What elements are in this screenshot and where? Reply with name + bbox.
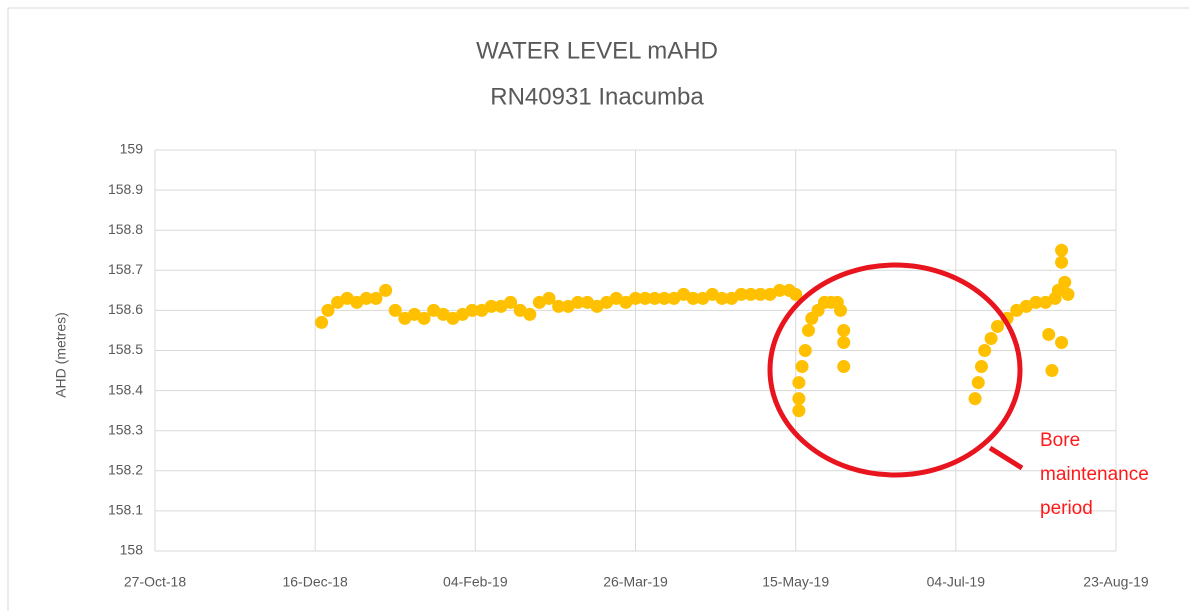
point (379, 283, 393, 297)
point (315, 315, 329, 329)
point (369, 291, 383, 305)
point (753, 287, 767, 301)
annotation-text: Bore maintenance period (1040, 430, 1149, 519)
point (542, 291, 556, 305)
x-tick-label: 04-Feb-19 (443, 574, 508, 590)
x-tick-label: 23-Aug-19 (1083, 574, 1149, 590)
point (744, 287, 758, 301)
point (1042, 327, 1056, 341)
y-tick-label: 158.1 (108, 502, 143, 518)
y-tick-label: 158.6 (108, 301, 143, 317)
grid: 158 158.1 158.2 158.3 158.4 158.5 158.6 158.7 15… (108, 141, 1149, 590)
x-tick-label: 15-May-19 (762, 574, 829, 590)
point (795, 360, 809, 374)
point (523, 307, 537, 321)
point (388, 303, 402, 317)
y-tick-label: 159 (120, 141, 144, 157)
point (984, 331, 998, 345)
point (571, 295, 585, 309)
points (315, 243, 1075, 418)
point (638, 291, 652, 305)
chart-border (7, 7, 1189, 611)
y-tick-label: 158.8 (108, 221, 143, 237)
point (968, 392, 982, 406)
point (359, 291, 373, 305)
y-tick-label: 158.5 (108, 341, 143, 357)
y-tick-label: 158.2 (108, 462, 143, 478)
point (484, 299, 498, 313)
point (792, 404, 806, 418)
point (792, 376, 806, 390)
y-axis-label: AHD (metres) (53, 312, 69, 398)
point (1061, 287, 1075, 301)
y-tick-label: 158 (120, 542, 144, 558)
point (990, 319, 1004, 333)
point (773, 283, 787, 297)
point (417, 311, 431, 325)
point (321, 303, 335, 317)
point (1055, 243, 1069, 257)
point (789, 287, 803, 301)
point (657, 291, 671, 305)
point (978, 344, 992, 357)
chart-title: WATER LEVEL mAHD (476, 37, 718, 64)
point (715, 291, 729, 305)
point (734, 287, 748, 301)
y-tick-label: 158.9 (108, 181, 143, 197)
point (1045, 364, 1059, 378)
point (792, 392, 806, 406)
point (837, 323, 851, 337)
point (1055, 255, 1069, 269)
y-tick-label: 158.3 (108, 421, 143, 437)
point (837, 360, 851, 374)
x-tick-label: 26-Mar-19 (603, 574, 668, 590)
point (629, 291, 642, 305)
point (834, 303, 848, 317)
point (686, 291, 700, 305)
y-tick-label: 158.7 (108, 261, 143, 277)
x-tick-label: 16-Dec-18 (282, 574, 348, 590)
point (837, 335, 851, 349)
x-tick-label: 04-Jul-19 (927, 574, 986, 590)
point (971, 376, 985, 390)
point (798, 344, 812, 357)
point (974, 360, 988, 374)
point (801, 323, 815, 337)
point (1029, 295, 1043, 309)
point (1058, 275, 1072, 289)
point (1055, 335, 1069, 349)
point (504, 295, 518, 309)
annotation-pointer (988, 445, 1024, 471)
y-tick-label: 158.4 (108, 381, 143, 397)
point (648, 291, 662, 305)
chart-subtitle: RN40931 Inacumba (490, 83, 704, 110)
point (465, 303, 479, 317)
annotation-circle (767, 262, 1023, 478)
x-tick-label: 27-Oct-18 (124, 574, 186, 590)
point (552, 299, 566, 313)
